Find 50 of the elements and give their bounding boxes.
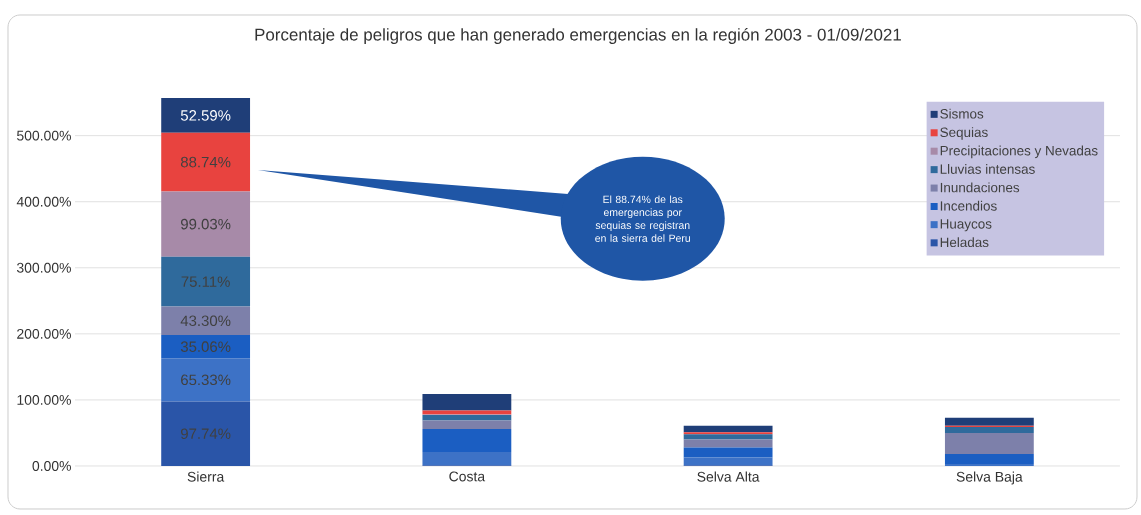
chart-title: Porcentaje de peligros que han generado emergencias en la región 2003 - 01/09/2021 — [255, 28, 901, 44]
bar — [422, 428, 512, 453]
data-label: 97.74% — [180, 428, 231, 439]
bar — [944, 432, 1034, 455]
data-label: 99.03% — [180, 218, 231, 230]
bar — [683, 425, 773, 433]
y-tick-label: 500.00% — [16, 130, 71, 141]
legend-label: Inundaciones — [940, 182, 1020, 193]
legend-label: Incendios — [940, 200, 997, 211]
data-label: 65.33% — [181, 374, 231, 386]
bar — [683, 447, 773, 458]
y-tick-label: 400.00% — [16, 196, 71, 207]
bar — [683, 457, 773, 466]
x-tick-label: Selva Baja — [956, 471, 1023, 485]
bar — [944, 454, 1034, 464]
legend-label: Sequias — [940, 127, 988, 140]
bar — [161, 132, 251, 192]
bar — [422, 415, 512, 421]
y-tick-label: 300.00% — [16, 262, 71, 273]
legend-label: Lluvias intensas — [940, 164, 1035, 174]
data-label: 52.59% — [180, 110, 231, 121]
x-tick-label: Sierra — [187, 471, 225, 482]
bar — [161, 98, 251, 133]
legend-label: Huaycos — [940, 219, 992, 232]
bar — [422, 420, 512, 429]
bar — [422, 393, 512, 411]
x-tick-label: Selva Alta — [697, 471, 760, 482]
data-label: 35.06% — [180, 341, 231, 352]
legend-label: Heladas — [940, 237, 989, 248]
data-label: 43.30% — [180, 315, 231, 327]
y-tick-label: 100.00% — [17, 394, 71, 405]
bar — [422, 410, 512, 415]
legend-label: Precipitaciones y Nevadas — [940, 145, 1098, 159]
bar — [161, 306, 251, 336]
bar — [683, 434, 773, 440]
bar — [161, 401, 251, 466]
y-tick-label: 0.00% — [32, 461, 71, 471]
bar — [944, 417, 1034, 426]
data-label: 88.74% — [180, 156, 231, 168]
bar — [422, 452, 512, 466]
data-label: 75.11% — [181, 276, 230, 287]
bar — [161, 335, 251, 359]
bar — [161, 358, 251, 402]
bar — [161, 256, 251, 307]
y-tick-label: 200.00% — [17, 328, 71, 339]
x-tick-label: Costa — [449, 471, 486, 482]
legend-label: Sismos — [940, 108, 984, 119]
bar — [161, 191, 251, 257]
bar — [944, 427, 1034, 433]
annotation: El 88.74% de las emergencias por sequias se registran en la sierra del Peru — [595, 195, 690, 242]
